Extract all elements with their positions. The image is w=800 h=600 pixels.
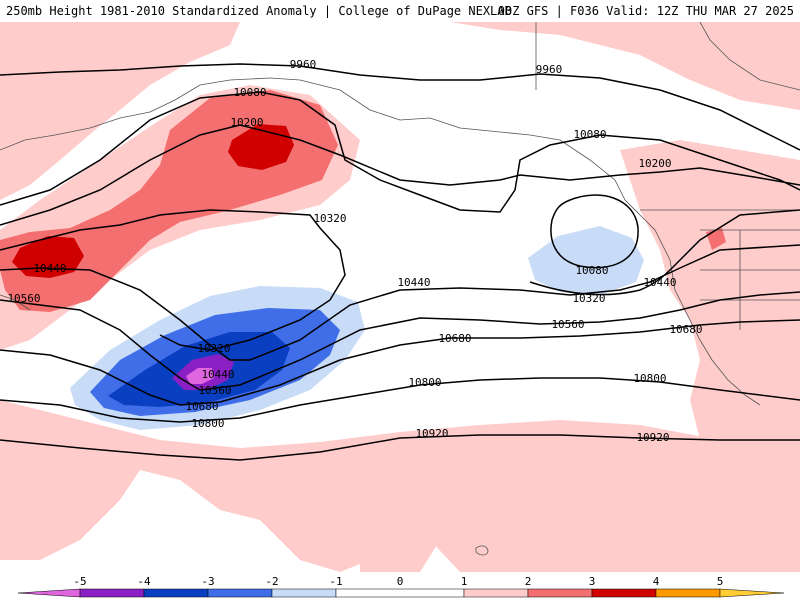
- contour-label: 10440: [643, 276, 676, 289]
- contour-10320-right: [529, 209, 800, 296]
- contour-label: 10440: [397, 276, 430, 289]
- colorbar-ticks: -5 -4 -3 -2 -1 0 1 2 3 4 5: [73, 575, 723, 588]
- colorbar-tip-right: [719, 588, 785, 598]
- contour-label: 10680: [669, 323, 702, 336]
- contour-label: 10800: [408, 376, 441, 389]
- contour-9960: [0, 63, 800, 151]
- contour-10920: [0, 434, 800, 461]
- anomaly-negative-4: [172, 354, 234, 390]
- anomaly-positive-3: [12, 124, 294, 278]
- colorbar-segment: [79, 588, 145, 598]
- contour-label: 10200: [638, 157, 671, 170]
- contour-10680: [0, 319, 800, 406]
- anomaly-colorbar: -5 -4 -3 -2 -1 0 1 2 3 4 5: [17, 575, 785, 598]
- contour-label: 10800: [191, 417, 224, 430]
- contour-10080: [0, 91, 800, 213]
- colorbar-tick: 1: [461, 575, 468, 588]
- colorbar-tick: -2: [265, 575, 278, 588]
- contour-label: 9960: [290, 58, 317, 71]
- colorbar-tick: 3: [589, 575, 596, 588]
- colorbar-tick: 5: [717, 575, 724, 588]
- contour-10200: [0, 124, 800, 226]
- colorbar-segment: [591, 588, 657, 598]
- colorbar-tick: 4: [653, 575, 660, 588]
- contour-label: 10680: [438, 332, 471, 345]
- contour-label: 10320: [313, 212, 346, 225]
- colorbar-segment: [207, 588, 273, 598]
- contour-10440: [0, 244, 800, 361]
- colorbar-segments: [17, 588, 785, 598]
- map-title: 250mb Height 1981-2010 Standardized Anom…: [6, 4, 512, 18]
- contour-label: 10320: [197, 342, 230, 355]
- colorbar-segment: [527, 588, 593, 598]
- colorbar-tick: -1: [329, 575, 342, 588]
- colorbar-tick: -3: [201, 575, 214, 588]
- colorbar-tick: 2: [525, 575, 532, 588]
- contour-label: 10200: [230, 116, 263, 129]
- contour-label: 10560: [551, 318, 584, 331]
- colorbar-segment: [271, 588, 337, 598]
- contour-10080-closed: [550, 194, 639, 269]
- colorbar-segment: [655, 588, 721, 598]
- contour-labels: 9960 9960 10080 10080 10080 10200 10200 …: [7, 58, 702, 444]
- contour-10800: [0, 377, 800, 423]
- colorbar-tick: -4: [137, 575, 151, 588]
- contour-label: 10680: [185, 400, 218, 413]
- contour-label: 10560: [198, 384, 231, 397]
- contour-label: 10440: [33, 262, 66, 275]
- height-contours: [0, 63, 800, 461]
- contour-10320: [0, 209, 346, 351]
- colorbar-tip-left: [17, 588, 81, 598]
- colorbar-segment: [143, 588, 209, 598]
- contour-label: 10920: [415, 427, 448, 440]
- colorbar-tick: -5: [73, 575, 86, 588]
- model-run-info: 00Z GFS | F036 Valid: 12Z THU MAR 27 202…: [497, 4, 794, 18]
- contour-label: 10080: [573, 128, 606, 141]
- contour-label: 10320: [572, 292, 605, 305]
- map-header: 250mb Height 1981-2010 Standardized Anom…: [0, 0, 800, 22]
- colorbar-segment: [335, 588, 465, 598]
- contour-label: 10080: [575, 264, 608, 277]
- contour-10560: [0, 291, 800, 391]
- colorbar-tick: 0: [397, 575, 404, 588]
- colorbar-segment: [463, 588, 529, 598]
- contour-label: 10440: [201, 368, 234, 381]
- contour-label: 9960: [536, 63, 563, 76]
- anomaly-map: 9960 9960 10080 10080 10080 10200 10200 …: [0, 22, 800, 572]
- contour-label: 10920: [636, 431, 669, 444]
- contour-label: 10080: [233, 86, 266, 99]
- contour-label: 10560: [7, 292, 40, 305]
- contour-label: 10800: [633, 372, 666, 385]
